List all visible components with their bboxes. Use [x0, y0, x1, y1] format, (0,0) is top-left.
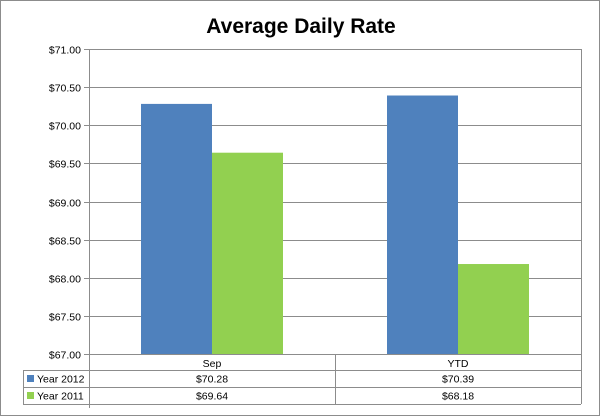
- y-tick-label: $69.00: [49, 198, 81, 210]
- y-axis-ticks: $67.00 $67.50 $68.00 $68.50 $69.00 $69.50 $70.…: [49, 45, 81, 362]
- category-label: Sep: [203, 358, 222, 370]
- data-table-value: $68.18: [442, 391, 474, 403]
- y-tick-label: $70.00: [49, 121, 81, 133]
- data-table-value: $70.39: [442, 374, 474, 386]
- legend-key-label: Year 2011: [37, 391, 84, 403]
- bar-year-2012-ytd: [387, 95, 458, 354]
- y-tick-label: $71.00: [49, 45, 81, 57]
- y-tick-label: $69.50: [49, 159, 81, 171]
- bar-year-2012-sep: [141, 103, 212, 355]
- bar-year-2011-sep: [212, 152, 283, 354]
- legend-key-swatch: [27, 375, 34, 382]
- data-table: Sep YTD Year 2012 $70.28 $70.39 Year 2011 $69.…: [23, 49, 582, 405]
- y-tick-label: $67.50: [49, 312, 81, 324]
- bars: [141, 95, 529, 355]
- y-tick-label: $67.00: [49, 350, 81, 362]
- category-label: YTD: [448, 358, 469, 370]
- y-tick-label: $68.00: [49, 274, 81, 286]
- legend-key-swatch: [27, 392, 34, 399]
- data-table-value: $69.64: [196, 391, 228, 403]
- data-table-value: $70.28: [196, 374, 228, 386]
- chart-title: Average Daily Rate: [206, 15, 395, 38]
- legend-key-label: Year 2012: [37, 374, 85, 386]
- bar-year-2011-ytd: [458, 264, 529, 354]
- y-tick-label: $68.50: [49, 236, 81, 248]
- y-tick-label: $70.50: [49, 83, 81, 95]
